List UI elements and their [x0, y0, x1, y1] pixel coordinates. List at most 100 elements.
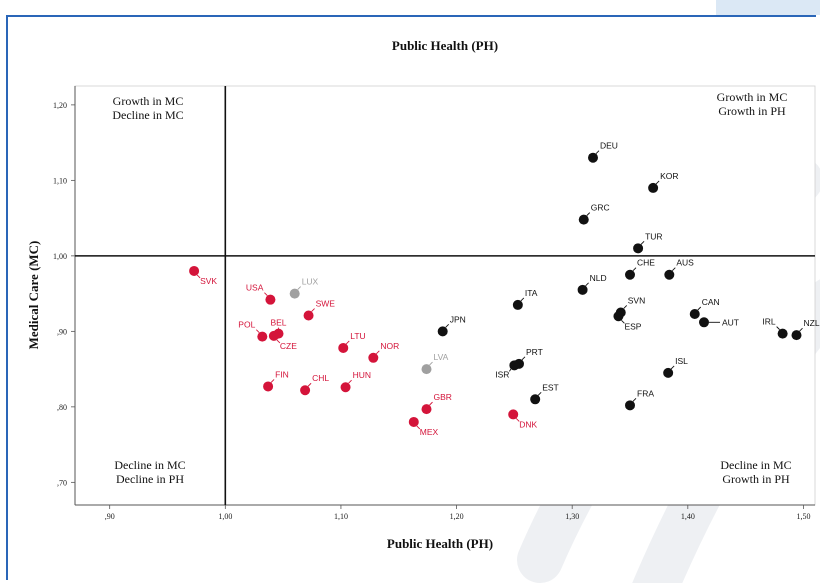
data-point-ltu	[338, 342, 349, 353]
quadrant-label-top-left: Growth in MC	[113, 94, 184, 108]
data-point-lux	[289, 288, 300, 299]
point-label-ltu: LTU	[350, 331, 365, 341]
point-leader-line	[623, 305, 628, 309]
point-label-gbr: GBR	[434, 392, 452, 402]
point-leader-line	[196, 274, 201, 279]
x-tick-label: 1,50	[796, 512, 810, 521]
point-label-swe: SWE	[316, 299, 336, 309]
y-axis-ticks: ,70 ,80 ,90 1,00 1,10 1,20	[53, 101, 75, 487]
point-leader-line	[632, 398, 637, 402]
point-leader-line	[537, 391, 542, 396]
y-tick-label: 1,20	[53, 101, 67, 110]
data-point-pol	[257, 331, 268, 342]
x-tick-label: ,90	[105, 512, 115, 521]
point-leader-line	[345, 340, 350, 345]
point-leader-line	[445, 324, 450, 328]
point-label-lux: LUX	[302, 277, 319, 287]
point-leader-line	[632, 267, 637, 272]
data-point-est	[530, 394, 541, 405]
reference-lines	[75, 86, 815, 505]
point-label-chl: CHL	[312, 373, 329, 383]
point-leader-line	[416, 425, 421, 430]
data-point-esp	[613, 311, 624, 322]
point-leader-line	[655, 180, 660, 185]
point-label-svk: SVK	[200, 276, 217, 286]
point-leader-line	[264, 292, 268, 296]
y-tick-label: ,90	[57, 327, 67, 336]
y-tick-label: ,70	[57, 478, 67, 487]
point-label-nzl: NZL	[804, 318, 820, 328]
point-leader-line	[311, 308, 315, 312]
point-label-grc: GRC	[591, 203, 610, 213]
point-leader-line	[276, 339, 281, 344]
data-point-ita	[512, 299, 523, 310]
point-label-hun: HUN	[353, 370, 371, 380]
y-tick-label: 1,10	[53, 176, 67, 185]
point-leader-line	[670, 365, 675, 370]
data-point-svk	[189, 265, 200, 276]
point-label-irl: IRL	[762, 317, 776, 327]
quadrant-label-top-right: Growth in PH	[718, 104, 786, 118]
point-leader-line	[697, 306, 702, 311]
data-point-irl	[777, 328, 788, 339]
point-label-che: CHE	[637, 258, 655, 268]
data-point-mex	[408, 416, 419, 427]
point-leader-line	[640, 240, 645, 245]
x-tick-label: 1,10	[334, 512, 348, 521]
point-leader-line	[270, 379, 275, 383]
x-axis-label: Public Health (PH)	[387, 536, 493, 551]
point-label-dnk: DNK	[519, 419, 537, 429]
point-label-lva: LVA	[434, 352, 449, 362]
point-label-ita: ITA	[525, 288, 538, 298]
corner-tab	[716, 0, 820, 15]
point-leader-line	[595, 150, 600, 155]
point-label-fin: FIN	[275, 369, 289, 379]
point-label-can: CAN	[702, 297, 720, 307]
point-leader-line	[429, 361, 433, 366]
data-point-lva	[421, 364, 432, 375]
point-leader-line	[375, 350, 380, 355]
point-leader-line	[307, 382, 312, 387]
point-label-prt: PRT	[526, 347, 543, 357]
quadrant-label-bottom-left: Decline in MC	[114, 458, 185, 472]
point-label-cze: CZE	[280, 341, 297, 351]
data-point-can	[689, 308, 700, 319]
point-label-isl: ISL	[675, 356, 688, 366]
chart-title: Public Health (PH)	[392, 38, 498, 53]
y-tick-label: ,80	[57, 403, 67, 412]
point-leader-line	[297, 286, 302, 290]
data-point-chl	[300, 385, 311, 396]
point-leader-line	[521, 356, 526, 361]
data-point-nld	[577, 284, 588, 295]
point-label-pol: POL	[238, 320, 255, 330]
point-leader-line	[671, 267, 676, 272]
data-point-gbr	[421, 404, 432, 415]
point-label-isr: ISR	[495, 369, 509, 379]
data-point-swe	[303, 310, 314, 321]
data-point-aut	[699, 317, 709, 328]
point-leader-line	[586, 212, 591, 216]
data-point-aus	[664, 269, 675, 280]
plot-frame	[74, 85, 816, 506]
y-tick-label: 1,00	[53, 252, 67, 261]
data-point-jpn	[437, 326, 448, 337]
data-point-nor	[368, 352, 379, 363]
quadrant-label-top-right: Growth in MC	[717, 90, 788, 104]
point-label-bel: BEL	[270, 318, 286, 328]
x-tick-label: 1,30	[565, 512, 579, 521]
point-leader-line	[799, 327, 803, 332]
data-point-nzl	[791, 330, 802, 341]
point-leader-line	[520, 297, 525, 302]
point-leader-line	[348, 379, 352, 384]
point-leader-line	[515, 418, 520, 422]
point-leader-line	[585, 282, 589, 287]
point-leader-line	[621, 319, 625, 324]
x-axis-ticks: ,90 1,00 1,10 1,20 1,30 1,40 1,50	[105, 505, 810, 521]
point-label-kor: KOR	[660, 171, 678, 181]
point-label-est: EST	[542, 382, 559, 392]
data-point-che	[625, 269, 635, 280]
x-tick-label: 1,00	[218, 512, 232, 521]
point-label-mex: MEX	[420, 427, 439, 437]
data-point-deu	[588, 152, 598, 163]
